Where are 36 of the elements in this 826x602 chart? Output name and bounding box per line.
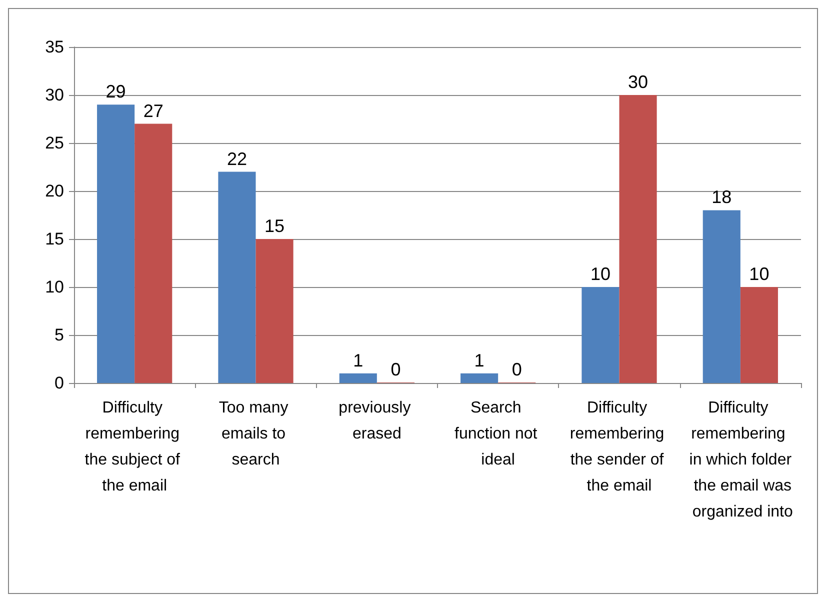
data-label: 18	[712, 187, 732, 208]
data-label: 1	[353, 350, 364, 370]
data-label: 10	[749, 264, 770, 284]
data-label: 27	[143, 100, 164, 121]
bar	[218, 172, 256, 383]
x-tick-label: Difficulty remembering in which folder the email was organized into	[688, 400, 793, 520]
y-tick-label: 15	[45, 230, 64, 248]
data-label: 22	[226, 148, 247, 169]
bar	[619, 95, 657, 383]
y-tick-label: 20	[45, 182, 64, 200]
data-label: 10	[590, 264, 610, 284]
y-tick-label: 0	[54, 374, 64, 392]
data-label: 29	[106, 82, 126, 102]
data-label: 1	[474, 350, 484, 370]
x-tick-label: Search function not ideal	[454, 400, 542, 468]
data-label: 30	[628, 72, 648, 92]
y-tick-label: 25	[45, 134, 64, 152]
bar	[582, 287, 620, 383]
y-tick-label: 30	[45, 86, 64, 104]
bar	[460, 373, 498, 383]
y-tick-label: 35	[45, 38, 64, 56]
bar	[97, 104, 135, 383]
bar	[339, 373, 377, 383]
x-tick-label: Too many emails to search	[218, 400, 293, 468]
data-label: 0	[512, 360, 522, 380]
bar	[134, 124, 172, 383]
data-label: 15	[264, 216, 285, 236]
x-tick-label: Difficulty remembering the subject of the email	[84, 400, 184, 494]
bar	[256, 239, 294, 383]
bar	[702, 210, 740, 383]
x-tick-label: Difficulty remembering the sender of the email	[570, 400, 669, 494]
y-tick-label: 5	[54, 326, 64, 344]
x-tick-label: previously erased	[338, 400, 416, 442]
data-label: 0	[390, 360, 401, 380]
bar	[740, 287, 778, 383]
y-tick-label: 10	[45, 278, 64, 296]
